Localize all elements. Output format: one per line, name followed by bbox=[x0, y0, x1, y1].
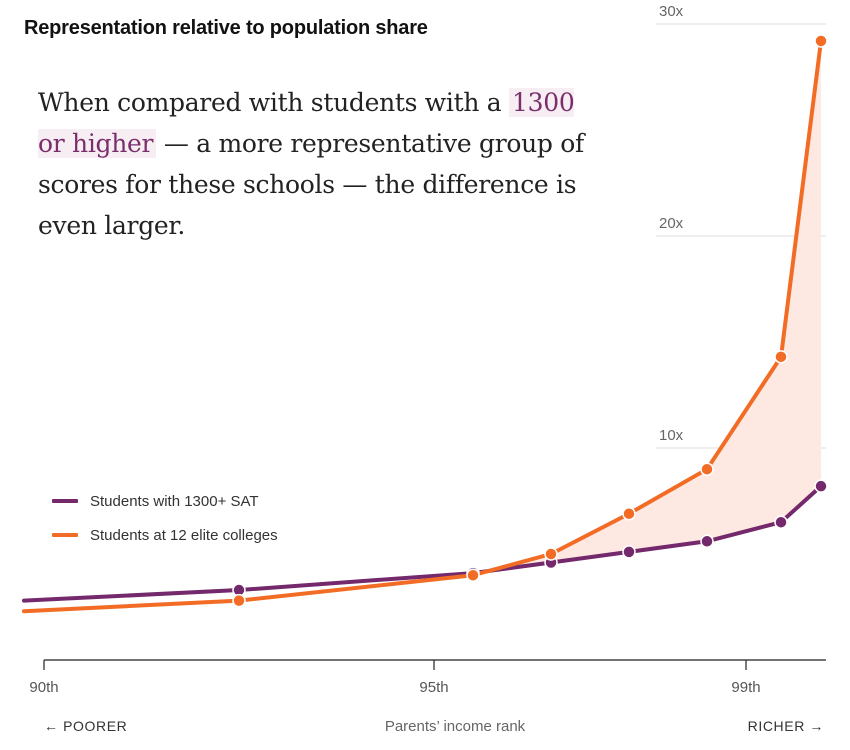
data-point-elite-4 bbox=[622, 506, 636, 521]
legend-item-sat: Students with 1300+ SAT bbox=[52, 484, 278, 518]
annotation-after: — a more representative group of scores … bbox=[38, 129, 584, 240]
data-point-elite-5 bbox=[700, 462, 714, 476]
x-tick-label-90: 90th bbox=[29, 679, 58, 696]
data-point-sat-7 bbox=[814, 479, 828, 493]
data-point-sat-6 bbox=[774, 515, 788, 529]
chart-title: Representation relative to population sh… bbox=[24, 17, 428, 39]
data-point-elite-2 bbox=[466, 568, 480, 582]
legend-label-elite: Students at 12 elite colleges bbox=[90, 526, 278, 544]
legend-swatch-elite bbox=[52, 533, 78, 537]
x-axis-title: Parents’ income rank bbox=[385, 718, 526, 735]
y-tick-label-30: 30x bbox=[659, 3, 684, 20]
series-line-sat bbox=[22, 484, 823, 603]
legend-label-sat: Students with 1300+ SAT bbox=[90, 492, 259, 510]
x-axis-left-label: ← POORER bbox=[44, 718, 127, 734]
x-axis-right-label: RICHER → bbox=[748, 718, 824, 734]
data-point-elite-6 bbox=[774, 350, 788, 364]
data-point-sat-5 bbox=[700, 534, 714, 549]
legend-item-elite: Students at 12 elite colleges bbox=[52, 518, 278, 552]
data-point-elite-1 bbox=[232, 593, 246, 608]
data-point-sat-4 bbox=[622, 545, 636, 559]
x-tick-label-95: 95th bbox=[419, 679, 448, 696]
gap-shading bbox=[473, 40, 821, 576]
y-tick-label-20: 20x bbox=[659, 215, 684, 232]
data-point-elite-3 bbox=[544, 547, 558, 561]
legend-swatch-sat bbox=[52, 499, 78, 503]
series-line-elite bbox=[22, 38, 823, 614]
chart-annotation: When compared with students with a 1300 … bbox=[38, 82, 598, 246]
y-tick-label-10: 10x bbox=[659, 427, 684, 444]
data-point-elite-7 bbox=[814, 34, 828, 48]
chart-legend: Students with 1300+ SAT Students at 12 e… bbox=[52, 484, 278, 552]
annotation-before: When compared with students with a bbox=[38, 88, 502, 117]
x-tick-label-99: 99th bbox=[731, 679, 760, 696]
